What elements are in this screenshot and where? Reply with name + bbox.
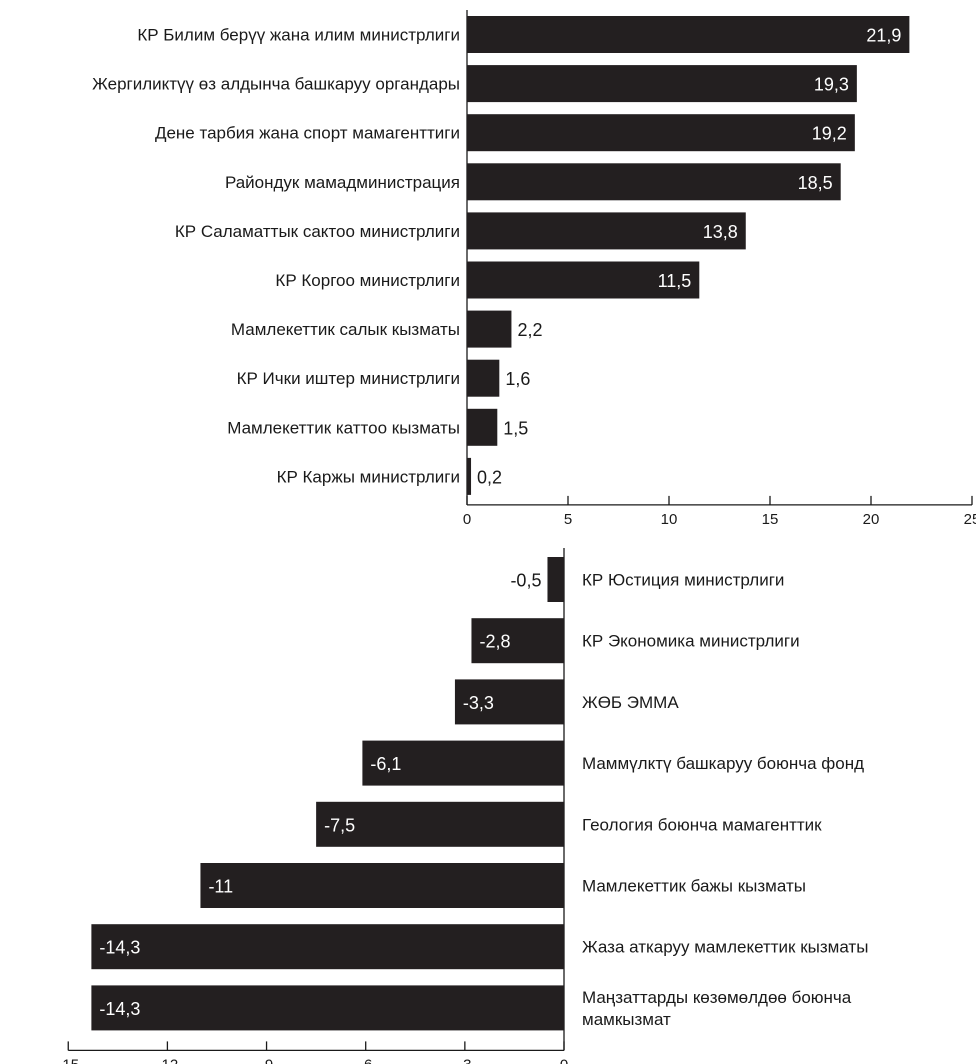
bottom-category-label-0: КР Юстиция министрлиги <box>582 571 784 590</box>
top-data-label-3: 18,5 <box>798 173 833 193</box>
top-x-tick-label-1: 5 <box>564 511 572 528</box>
bottom-x-tick-label-5: 0 <box>560 1056 568 1064</box>
top-category-label-4: КР Саламаттык сактоо министрлиги <box>175 222 460 241</box>
top-data-label-2: 19,2 <box>812 124 847 144</box>
top-category-label-7: КР Ички иштер министрлиги <box>237 369 460 388</box>
bottom-bar-6 <box>91 924 564 970</box>
bottom-x-tick-label-2: -9 <box>260 1056 273 1064</box>
top-data-label-6: 2,2 <box>517 320 542 340</box>
top-category-label-9: КР Каржы министрлиги <box>277 467 460 486</box>
top-bar-7 <box>467 359 500 397</box>
bottom-data-label-3: -6,1 <box>370 754 401 774</box>
top-bar-9 <box>467 457 472 495</box>
top-x-tick-label-4: 20 <box>863 511 880 528</box>
bottom-bar-7 <box>91 985 564 1031</box>
bottom-bar-3 <box>362 740 564 786</box>
top-category-label-5: КР Коргоо министрлиги <box>275 271 460 290</box>
bottom-data-label-6: -14,3 <box>99 938 140 958</box>
top-x-tick-label-2: 10 <box>661 511 678 528</box>
bottom-category-label-2: ЖӨБ ЭММА <box>582 693 679 712</box>
top-bar-chart: КР Билим берүү жана илим министрлиги 21,9… <box>92 10 976 528</box>
bottom-bar-5 <box>200 863 564 908</box>
top-bar-3 <box>467 163 841 201</box>
bottom-data-label-7: -14,3 <box>99 999 140 1019</box>
bottom-category-label-1: КР Экономика министрлиги <box>582 632 800 651</box>
top-data-label-4: 13,8 <box>703 222 738 242</box>
top-bar-2 <box>467 114 855 152</box>
top-data-label-0: 21,9 <box>866 26 901 46</box>
bottom-data-label-5: -11 <box>208 877 233 897</box>
bottom-x-tick-label-0: -15 <box>57 1056 79 1064</box>
top-category-label-6: Мамлекеттик салык кызматы <box>231 320 460 339</box>
bottom-bar-0 <box>547 557 564 602</box>
top-category-label-8: Мамлекеттик каттоо кызматы <box>227 418 460 437</box>
top-category-label-3: Райондук мамадминистрация <box>225 173 460 192</box>
bottom-x-tick-label-4: -3 <box>458 1056 471 1064</box>
bottom-x-tick-label-3: -6 <box>359 1056 372 1064</box>
bottom-data-label-1: -2,8 <box>479 632 510 652</box>
top-category-label-0: КР Билим берүү жана илим министрлиги <box>137 26 460 45</box>
top-bar-8 <box>467 408 498 446</box>
top-x-tick-label-5: 25 <box>964 511 976 528</box>
top-data-label-1: 19,3 <box>814 75 849 95</box>
top-data-label-5: 11,5 <box>658 271 692 291</box>
bottom-bar-2 <box>454 679 564 725</box>
top-bar-0 <box>467 16 910 53</box>
top-bar-6 <box>467 310 512 348</box>
top-x-tick-label-3: 15 <box>762 511 779 528</box>
bottom-bar-4 <box>316 801 564 847</box>
top-x-tick-label-0: 0 <box>463 511 471 528</box>
bottom-data-label-4: -7,5 <box>324 815 355 835</box>
top-data-label-9: 0,2 <box>477 467 502 487</box>
top-data-label-7: 1,6 <box>505 369 530 389</box>
bottom-data-label-2: -3,3 <box>463 693 494 713</box>
top-bar-4 <box>467 212 746 250</box>
bottom-category-label-7: Маңзаттарды көзөмөлдөө боюнча мамкызмат <box>582 988 852 1029</box>
bottom-category-label-3: Маммүлктү башкаруу боюнча фонд <box>582 754 864 773</box>
bottom-data-label-0: -0,5 <box>510 571 541 591</box>
bottom-category-label-5: Мамлекеттик бажы кызматы <box>582 877 806 896</box>
top-bar-1 <box>467 65 857 103</box>
top-category-label-2: Дене тарбия жана спорт мамагенттиги <box>155 124 460 143</box>
bottom-x-tick-label-1: -12 <box>157 1056 179 1064</box>
top-category-label-1: Жергиликтүү өз алдынча башкаруу органдар… <box>92 75 460 94</box>
bottom-bar-chart: КР Юстиция министрлиги -0,5 КР Экономика м… <box>57 548 868 1064</box>
top-data-label-8: 1,5 <box>503 418 528 438</box>
bottom-bar-1 <box>471 618 564 664</box>
bottom-category-label-6: Жаза аткаруу мамлекеттик кызматы <box>582 938 868 957</box>
bottom-category-label-4: Геология боюнча мамагенттик <box>582 815 822 834</box>
top-bar-5 <box>467 261 700 299</box>
